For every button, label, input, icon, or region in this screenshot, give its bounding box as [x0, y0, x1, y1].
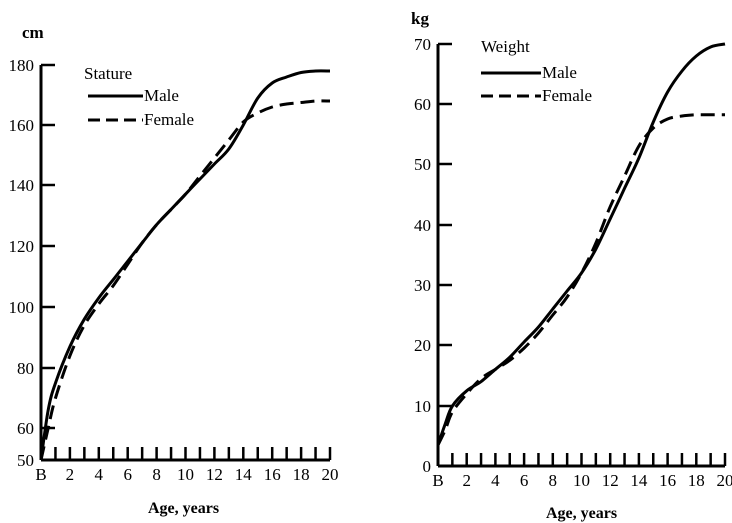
x-tick-label: 8 [549, 471, 558, 490]
x-tick-label: 18 [293, 465, 310, 484]
y-tick-label: 120 [9, 237, 35, 256]
y-tick-label: 100 [9, 298, 35, 317]
weight-chart: kg Weight Male Female Age, years 0 10 20 30… [411, 9, 732, 522]
y-tick-label: 60 [414, 95, 431, 114]
x-tick-label: 6 [123, 465, 132, 484]
legend: Male Female [481, 63, 592, 105]
y-tick-label: 60 [17, 419, 34, 438]
x-tick-label: 4 [95, 465, 104, 484]
x-tick-label: 18 [688, 471, 705, 490]
y-tick-label: 160 [9, 116, 35, 135]
chart-title: Stature [84, 64, 132, 83]
x-tick-label: 14 [630, 471, 648, 490]
x-tick-label: 10 [573, 471, 590, 490]
x-tick-label: 12 [206, 465, 223, 484]
y-tick-label: 50 [414, 155, 431, 174]
y-unit-label: kg [411, 9, 429, 28]
x-tick-label: 12 [602, 471, 619, 490]
x-tick-label: 10 [177, 465, 194, 484]
x-tick-label: 8 [152, 465, 161, 484]
x-tick-label: 14 [235, 465, 253, 484]
y-tick-label: 20 [414, 336, 431, 355]
series-line-female [436, 113, 725, 446]
y-tick-label: 40 [414, 216, 431, 235]
y-tick-label: 10 [414, 397, 431, 416]
x-tick-label: 16 [659, 471, 676, 490]
legend-label-female: Female [144, 110, 194, 129]
stature-chart: cm Stature Male Female Age, years 50 60 80… [9, 23, 339, 517]
chart-title: Weight [481, 37, 530, 56]
series-line-male [39, 69, 331, 461]
x-tick-label: 2 [462, 471, 471, 490]
legend-label-female: Female [542, 86, 592, 105]
x-tick-label: 20 [322, 465, 339, 484]
y-tick-label: 180 [9, 56, 35, 75]
y-tick-label: 50 [17, 451, 34, 470]
x-axis-label: Age, years [546, 505, 617, 522]
x-tick-label: 4 [491, 471, 500, 490]
x-tick-label: B [35, 465, 46, 484]
x-tick-label: 6 [520, 471, 529, 490]
y-tick-label: 0 [423, 457, 432, 476]
x-tick-label: B [432, 471, 443, 490]
y-tick-label: 80 [17, 359, 34, 378]
x-axis-label: Age, years [148, 500, 219, 517]
x-tick-label: 16 [264, 465, 281, 484]
y-tick-label: 30 [414, 276, 431, 295]
legend: Male Female [88, 86, 194, 129]
y-tick-label: 140 [9, 176, 35, 195]
y-tick-label: 70 [414, 35, 431, 54]
series-line-female [39, 99, 331, 461]
legend-label-male: Male [542, 63, 577, 82]
x-tick-label: 2 [66, 465, 75, 484]
legend-label-male: Male [144, 86, 179, 105]
x-tick-label: 20 [717, 471, 732, 490]
y-unit-label: cm [22, 23, 44, 42]
